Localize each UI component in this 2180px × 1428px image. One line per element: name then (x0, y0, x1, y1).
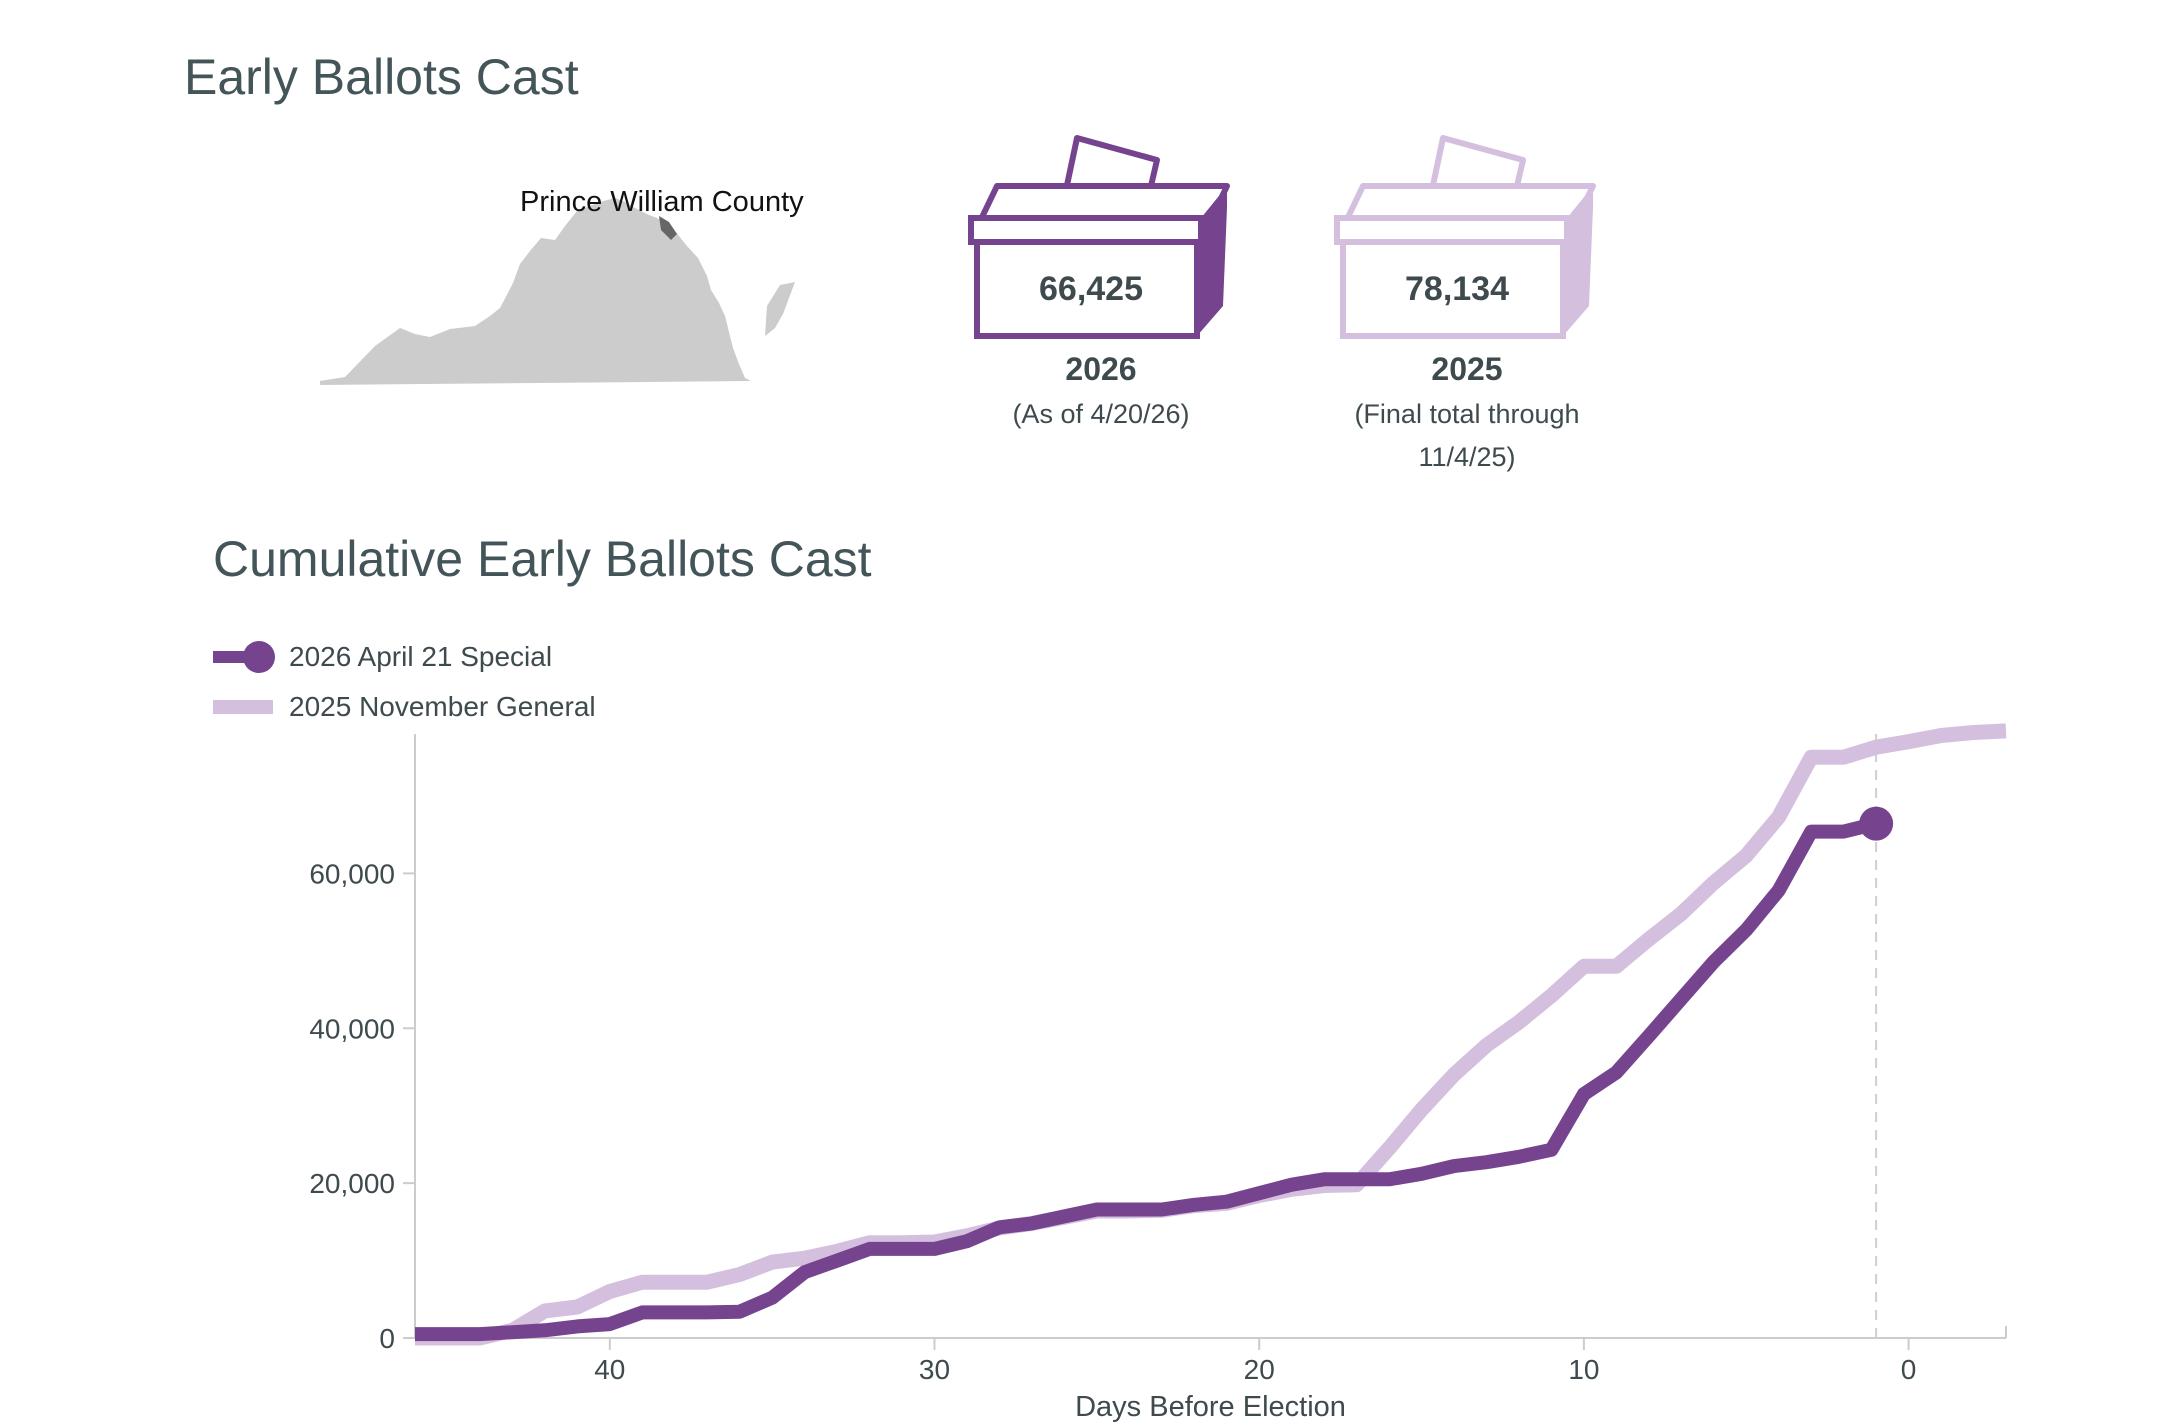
x-tick-label: 10 (1568, 1354, 1599, 1385)
y-tick-label: 40,000 (309, 1013, 395, 1044)
x-tick-label: 30 (919, 1354, 950, 1385)
series-end-marker-2026 (1859, 806, 1894, 841)
ballot-count-2026: 66,425 (1039, 270, 1143, 308)
legend-item-2025: 2025 November General (213, 682, 596, 732)
ballot-year-2026: 2026 (1065, 351, 1137, 387)
y-tick-label: 0 (379, 1323, 395, 1354)
y-tick-label: 60,000 (309, 858, 395, 889)
legend-item-2026: 2026 April 21 Special (213, 632, 596, 682)
y-tick-label: 20,000 (309, 1168, 395, 1199)
ballot-count-2025: 78,134 (1405, 270, 1509, 308)
x-tick-label: 40 (594, 1354, 625, 1385)
legend-label-2026: 2026 April 21 Special (289, 641, 553, 672)
chart-legend: 2026 April 21 Special 2025 November Gene… (213, 632, 596, 732)
ballot-box-2026 (965, 134, 1285, 374)
eastern-shore-shape (765, 282, 795, 336)
ballot-note-2025-line2: 11/4/25) (1418, 442, 1516, 472)
ballot-note-2025-line1: (Final total through (1354, 399, 1580, 429)
line-dot-icon (213, 641, 275, 673)
prince-william-county-highlight (659, 216, 677, 240)
ballot-box-icon-2026 (968, 135, 1230, 339)
ballot-box-2025 (1331, 134, 1651, 374)
early-ballots-title: Early Ballots Cast (184, 49, 579, 105)
virginia-map (315, 178, 815, 398)
ballot-note-2026: (As of 4/20/26) (1012, 399, 1190, 429)
line-icon (213, 700, 273, 714)
ballot-box-icon-2025 (1334, 135, 1596, 339)
ballot-year-2025: 2025 (1431, 351, 1503, 387)
series-line-2026 (415, 816, 1878, 1342)
map-county-label: Prince William County (520, 186, 804, 218)
virginia-state-shape (320, 198, 751, 385)
legend-label-2025: 2025 November General (289, 691, 596, 722)
x-tick-label: 20 (1244, 1354, 1275, 1385)
series-line-2025 (415, 723, 2007, 1346)
chart-title: Cumulative Early Ballots Cast (213, 531, 872, 587)
x-tick-label: 0 (1901, 1354, 1917, 1385)
x-axis-label: Days Before Election (1075, 1391, 1346, 1423)
